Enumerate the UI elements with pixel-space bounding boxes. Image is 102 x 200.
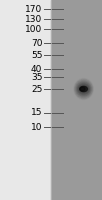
Bar [0,0,51,200]
Text: 70: 70 [31,38,42,47]
Text: 55: 55 [31,50,42,60]
Text: 15: 15 [31,108,42,117]
Text: 25: 25 [31,85,42,94]
Ellipse shape [80,86,88,92]
Ellipse shape [76,81,91,97]
Ellipse shape [80,87,85,91]
Text: 40: 40 [31,64,42,73]
Text: 10: 10 [31,122,42,132]
Ellipse shape [77,83,90,95]
Ellipse shape [75,81,92,97]
Ellipse shape [76,82,91,96]
Bar [51,0,102,200]
Text: 170: 170 [25,4,42,14]
Ellipse shape [78,83,90,95]
Ellipse shape [79,85,89,93]
Ellipse shape [78,84,89,94]
Text: 130: 130 [25,15,42,23]
Text: 35: 35 [31,72,42,82]
Text: 100: 100 [25,24,42,33]
